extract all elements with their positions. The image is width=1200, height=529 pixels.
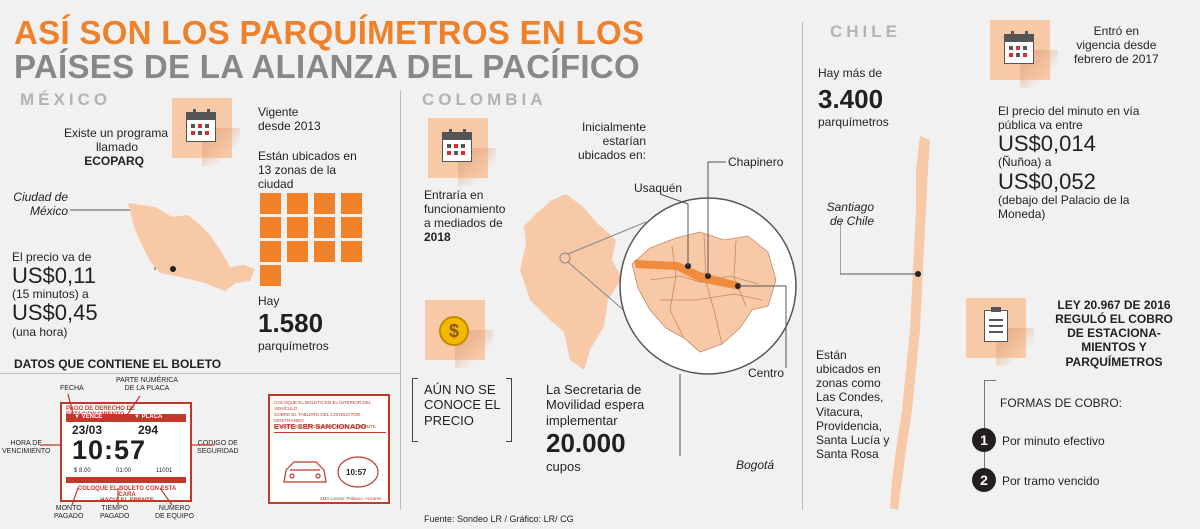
payment-label-1: Por minuto efectivo	[1002, 434, 1105, 448]
colombia-map	[520, 161, 797, 456]
divider-ticket	[0, 373, 400, 374]
mexico-city-label: Ciudad de México	[13, 190, 68, 219]
ticket-back: COLOQUE EL BOLETO EN EL INTERIOR DEL VEH…	[268, 394, 390, 504]
divider-mexico-colombia	[400, 90, 401, 510]
colombia-start: Entraría en funcionamiento a mediados de…	[424, 188, 506, 245]
mexico-map	[70, 203, 255, 291]
ticket-heading: DATOS QUE CONTIENE EL BOLETO	[14, 357, 222, 371]
title-line-2: PAÍSES DE LA ALIANZA DEL PACÍFICO	[14, 48, 640, 85]
calendar-icon	[428, 118, 496, 186]
country-colombia: COLOMBIA	[422, 90, 547, 109]
label-placa: PARTE NUMÉRICA DE LA PLACA	[116, 377, 178, 393]
label-fecha: FECHA	[60, 385, 84, 392]
coin-icon: $	[425, 300, 493, 368]
colombia-initial: Inicialmente estarían ubicados en:	[577, 120, 646, 163]
divider-colombia-chile	[802, 22, 803, 510]
place-chapinero: Chapinero	[728, 155, 784, 169]
label-equipo: NÚMERO DE EQUIPO	[155, 505, 194, 521]
label-monto: MONTO PAGADO	[54, 505, 84, 521]
calendar-icon	[172, 98, 240, 166]
label-codigo: CODIGO DE SEGURIDAD	[197, 440, 239, 456]
chile-city-label: Santiago de Chile	[826, 200, 874, 229]
place-centro: Centro	[748, 366, 785, 380]
mexico-zones: Están ubicados en 13 zonas de la ciudad	[258, 149, 357, 192]
mexico-price: El precio va de US$0,11 (15 minutos) a U…	[12, 250, 98, 339]
title-line-1: ASÍ SON LOS PARQUÍMETROS EN LOS	[14, 14, 645, 51]
ticket-arrows	[40, 393, 214, 506]
clipboard-icon	[966, 298, 1034, 366]
source: Fuente: Sondeo LR / Gráfico: LR/ CG	[424, 514, 574, 524]
chile-in-force: Entró en vigencia desde febrero de 2017	[1074, 24, 1159, 67]
payment-label-2: Por tramo vencido	[1002, 474, 1100, 488]
payment-number-1: 1	[972, 428, 996, 452]
colombia-price: AÚN NO SE CONOCE EL PRECIO	[424, 382, 501, 428]
label-hora: HORA DE VENCIMIENTO	[2, 440, 51, 456]
mexico-count: Hay 1.580 parquímetros	[258, 294, 329, 353]
bracket-left	[412, 378, 418, 442]
country-chile: CHILE	[830, 22, 901, 41]
place-usaquen: Usaquén	[634, 181, 683, 195]
chile-zones: Están ubicados en zonas como Las Condes,…	[816, 348, 890, 462]
chile-law: LEY 20.967 DE 2016 REGULÓ EL COBRO DE ES…	[1055, 298, 1173, 369]
chile-map	[840, 136, 930, 510]
place-bogota: Bogotá	[736, 458, 775, 472]
calendar-icon	[990, 20, 1058, 88]
payment-number-2: 2	[972, 468, 996, 492]
bracket-right	[506, 378, 512, 442]
mexico-in-force: Vigente desde 2013	[258, 105, 321, 134]
ticket-front: PAGO DE DERECHO DE ESTACIONAMIENTO ▼ VEN…	[60, 402, 192, 504]
country-mexico: MÉXICO	[20, 90, 112, 109]
payment-title: FORMAS DE COBRO:	[1000, 396, 1123, 410]
label-tiempo: TIEMPO PAGADO	[100, 505, 130, 521]
chile-count: Hay más de 3.400 parquímetros	[818, 66, 889, 129]
colombia-plan: La Secretaria de Movilidad espera implem…	[546, 382, 645, 474]
chile-price: El precio del minuto en vía pública va e…	[998, 104, 1140, 221]
payment-line-top	[984, 380, 996, 381]
mexico-program: Existe un programa llamado ECOPARQ	[63, 126, 168, 169]
